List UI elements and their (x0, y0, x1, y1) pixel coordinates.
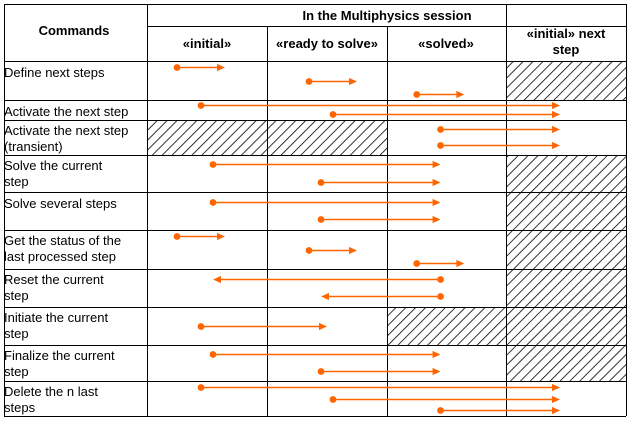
state-arrow (317, 178, 441, 187)
state-header-ready-to-solve: «ready to solve» (276, 36, 378, 51)
command-labels: Define next steps Activate the next step A… (4, 65, 128, 415)
command-label: Solve several steps (4, 196, 117, 211)
state-header-initial: «initial» (183, 36, 231, 51)
state-header-solved: «solved» (418, 36, 474, 51)
hatched-cell (506, 155, 626, 192)
state-arrow (305, 246, 357, 255)
state-arrow (213, 275, 444, 284)
state-arrow (329, 110, 560, 119)
state-arrow (317, 215, 441, 224)
command-label: Finalize the current (4, 348, 115, 363)
state-arrow (209, 198, 441, 207)
state-arrows (173, 63, 560, 415)
hatched-cell (147, 120, 267, 155)
command-label: Define next steps (4, 65, 105, 80)
command-label: step (4, 364, 29, 379)
hatched-cell (387, 307, 506, 345)
hatched-cells (147, 61, 626, 381)
command-label: step (4, 288, 29, 303)
state-header-initial-next-step-line2: step (553, 42, 580, 57)
command-label: Reset the current (4, 272, 104, 287)
state-arrow (197, 322, 327, 331)
state-arrow (413, 90, 465, 99)
command-label: Delete the n last (4, 384, 98, 399)
state-arrow (317, 367, 441, 376)
table-grid (4, 4, 627, 417)
state-arrow (305, 77, 357, 86)
command-label: Initiate the current (4, 310, 108, 325)
hatched-cell (506, 61, 626, 100)
state-arrow (437, 125, 560, 134)
command-label: Activate the next step (4, 104, 128, 119)
state-arrow (321, 292, 444, 301)
hatched-cell (506, 345, 626, 381)
state-arrow (329, 395, 560, 404)
hatched-cell (267, 120, 387, 155)
state-arrow (197, 101, 560, 110)
state-header-initial-next-step: «initial» next (527, 26, 606, 41)
command-label: step (4, 174, 29, 189)
state-arrow (209, 160, 441, 169)
table-header: Commands In the Multiphysics session «in… (39, 8, 606, 57)
command-label: Solve the current (4, 158, 103, 173)
hatched-cell (506, 230, 626, 269)
command-label: Activate the next step (4, 123, 128, 138)
state-arrow (173, 63, 225, 72)
command-label: step (4, 326, 29, 341)
command-label: (transient) (4, 139, 63, 154)
state-arrow (413, 259, 465, 268)
command-label: last processed step (4, 249, 116, 264)
hatched-cell (506, 307, 626, 345)
command-label: Get the status of the (4, 233, 121, 248)
state-arrow (173, 232, 225, 241)
state-arrow (437, 406, 560, 415)
hatched-cell (506, 269, 626, 307)
state-arrow (437, 141, 560, 150)
command-label: steps (4, 400, 36, 415)
hatched-cell (506, 192, 626, 230)
state-arrow (209, 350, 441, 359)
commands-header: Commands (39, 23, 110, 38)
state-arrow (197, 383, 560, 392)
session-header: In the Multiphysics session (302, 8, 471, 23)
